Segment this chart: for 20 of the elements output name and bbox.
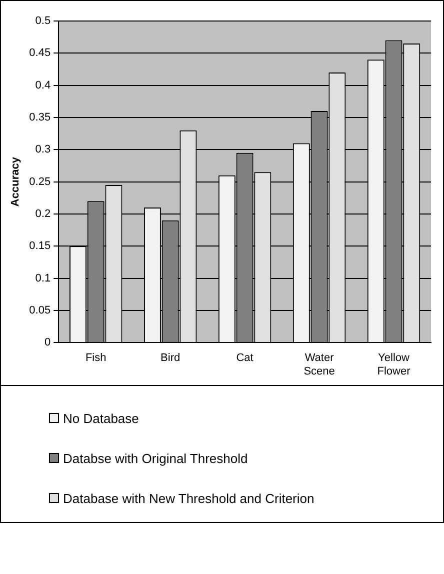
x-tick-label: Water Scene	[304, 352, 335, 378]
y-tick-label: 0.1	[35, 272, 51, 284]
x-tick-label: Cat	[236, 352, 254, 364]
legend-label: No Database	[63, 410, 139, 426]
y-tick-label: 0.5	[35, 15, 51, 28]
y-tick-label: 0	[44, 336, 51, 349]
y-tick-label: 0.45	[29, 47, 51, 60]
x-tick-label: Fish	[85, 352, 106, 364]
legend-label: Databse with Original Threshold	[63, 450, 248, 466]
legend-label: Database with New Threshold and Criterion	[63, 490, 314, 506]
y-tick-label: 0.05	[29, 304, 51, 316]
y-tick-label: 0.3	[35, 144, 51, 156]
y-tick-label: 0.35	[29, 112, 51, 124]
y-axis-title: Accuracy	[10, 156, 22, 207]
y-tick-label: 0.2	[35, 208, 51, 220]
y-tick-label: 0.25	[29, 176, 51, 188]
y-tick-label: 0.15	[29, 240, 51, 252]
y-tick-label: 0.4	[35, 79, 51, 92]
x-tick-label: Bird	[160, 352, 180, 364]
x-tick-label: Yellow Flower	[377, 352, 411, 378]
